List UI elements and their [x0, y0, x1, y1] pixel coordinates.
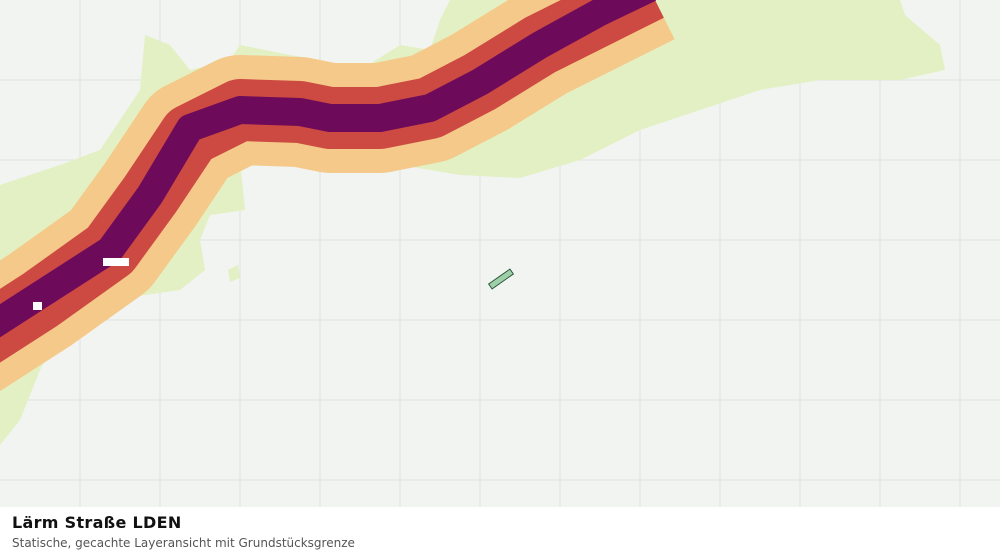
map-subtitle: Statische, gecachte Layeransicht mit Gru… [12, 536, 355, 550]
parcel-boundary [487, 268, 515, 290]
footer: Lärm Straße LDEN Statische, gecachte Lay… [0, 507, 1000, 560]
map [0, 0, 1000, 507]
map-title: Lärm Straße LDEN [12, 513, 182, 532]
gaps [33, 258, 129, 310]
noise-road [0, 0, 675, 392]
